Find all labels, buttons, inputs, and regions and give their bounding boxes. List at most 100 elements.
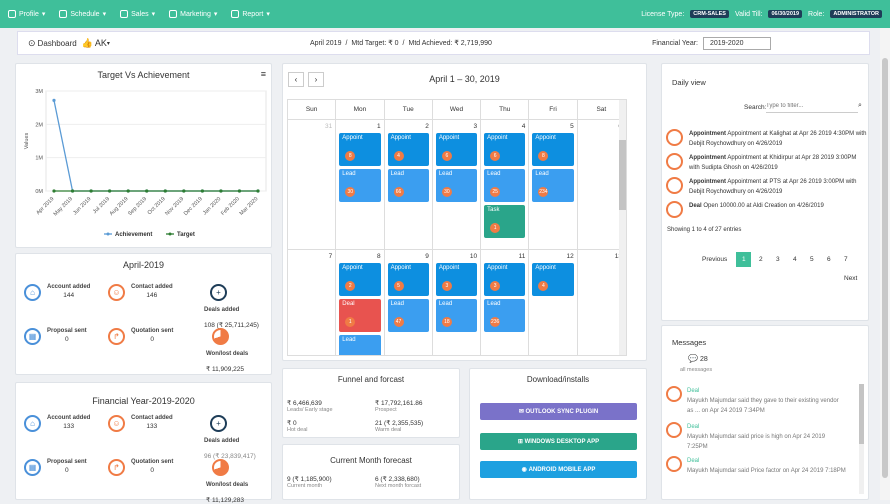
message-count: 28 bbox=[700, 356, 708, 363]
page-6[interactable]: 6 bbox=[826, 256, 831, 263]
nav-schedule[interactable]: Schedule ▾ bbox=[59, 10, 106, 18]
event-task[interactable]: Task 1 bbox=[484, 205, 526, 238]
message-item[interactable]: Deal Mayukh Majumdar said Price factor on… bbox=[666, 456, 846, 476]
daily-entry[interactable]: Appointment Appointment at PTS at Apr 26… bbox=[666, 177, 868, 197]
event-appoint[interactable]: Appoint 8 bbox=[339, 133, 381, 166]
day-cell[interactable]: 8 Appoint 2 Deal 1 Lead bbox=[336, 250, 385, 355]
nav-profile[interactable]: Profile ▾ bbox=[8, 10, 45, 18]
deals-icon: + bbox=[210, 284, 227, 301]
cal-next-button[interactable]: › bbox=[308, 72, 324, 87]
event-appoint[interactable]: Appoint 4 bbox=[387, 133, 429, 166]
event-lead[interactable]: Lead 236 bbox=[484, 299, 526, 332]
messages-scrollbar[interactable] bbox=[859, 384, 864, 494]
day-cell[interactable]: 9 Appoint 5 Lead 47 bbox=[385, 250, 433, 355]
day-cell[interactable]: 12 Appoint 4 bbox=[529, 250, 578, 355]
event-appoint[interactable]: Appoint 2 bbox=[339, 263, 381, 296]
report-icon bbox=[231, 10, 240, 18]
day-cell[interactable]: 3 Appoint 6 Lead 30 bbox=[433, 120, 482, 249]
event-appoint[interactable]: Appoint 5 bbox=[387, 263, 429, 296]
event-appoint[interactable]: Appoint 6 bbox=[484, 133, 526, 166]
thumbs-up-icon bbox=[666, 386, 682, 402]
daily-entry[interactable]: Appointment Appointment at Kalighat at A… bbox=[666, 129, 868, 149]
april-quotation: ↱ Quotation sent 0 bbox=[108, 328, 173, 345]
next-button[interactable]: Next bbox=[844, 275, 858, 282]
nav-sales[interactable]: Sales ▾ bbox=[120, 10, 155, 18]
event-appoint[interactable]: Appoint 3 bbox=[435, 263, 478, 296]
prev-button[interactable]: Previous bbox=[702, 256, 728, 263]
day-cell[interactable]: 11 Appoint 3 Lead 236 bbox=[481, 250, 530, 355]
nav-marketing[interactable]: Marketing ▾ bbox=[169, 10, 217, 18]
april-title: April-2019 bbox=[122, 260, 165, 270]
outlook-sync-button[interactable]: ✉ OUTLOOK SYNC PLUGIN bbox=[480, 403, 637, 420]
page-4[interactable]: 4 bbox=[792, 256, 797, 263]
daily-entry[interactable]: Deal Open 10000.00 at Aldi Creation on 4… bbox=[666, 201, 824, 218]
page-2[interactable]: 2 bbox=[758, 256, 763, 263]
day-cell[interactable]: 5 Appoint 8 Lead 234 bbox=[529, 120, 578, 249]
page-5[interactable]: 5 bbox=[809, 256, 814, 263]
event-lead[interactable]: Lead 47 bbox=[387, 299, 429, 332]
april-account: ⌂ Account added 144 bbox=[24, 284, 90, 301]
fy-quotation: ↱ Quotation sent 0 bbox=[108, 459, 173, 476]
page-1[interactable]: 1 bbox=[736, 252, 752, 267]
alarm-icon bbox=[666, 129, 683, 146]
x-tick-label: Jan 2020 bbox=[202, 196, 222, 216]
alarm-icon bbox=[666, 177, 683, 194]
day-cell[interactable]: 1 Appoint 8 Lead 30 bbox=[336, 120, 385, 249]
page-scrollbar[interactable] bbox=[880, 28, 890, 500]
profile-icon bbox=[8, 10, 16, 18]
messages-card: Messages 💬 28 all messages Deal Mayukh Ma… bbox=[661, 325, 869, 500]
windows-app-button[interactable]: ⊞ WINDOWS DESKTOP APP bbox=[480, 433, 637, 450]
day-cell[interactable]: 10 Appoint 3 Lead 18 bbox=[433, 250, 482, 355]
day-cell[interactable]: 7 bbox=[288, 250, 337, 355]
data-point bbox=[163, 189, 167, 193]
event-lead[interactable]: Lead 30 bbox=[339, 169, 381, 202]
legend-marker bbox=[168, 232, 172, 236]
day-cell[interactable]: 4 Appoint 6 Lead 25 Task 1 bbox=[481, 120, 530, 249]
april-card: April-2019 ⌂ Account added 144 ☺ Contact ad… bbox=[15, 253, 272, 375]
all-messages-link[interactable]: all messages bbox=[680, 367, 713, 373]
pie-icon bbox=[212, 328, 229, 345]
fy-select[interactable]: 2019-2020 bbox=[703, 36, 771, 50]
message-item[interactable]: Deal Mayukh Majumdar said price is high o… bbox=[666, 422, 846, 452]
mtd-target: Mtd Target: ₹ 0 bbox=[351, 40, 399, 47]
event-lead[interactable]: Lead 18 bbox=[435, 299, 478, 332]
event-lead[interactable]: Lead bbox=[339, 335, 381, 355]
event-appoint[interactable]: Appoint 8 bbox=[532, 133, 574, 166]
event-lead[interactable]: Lead 66 bbox=[387, 169, 429, 202]
day-wed: Wed bbox=[433, 100, 482, 119]
message-item[interactable]: Deal Mayukh Majumdar said they gave to th… bbox=[666, 386, 846, 416]
contact-icon: ☺ bbox=[108, 415, 125, 432]
legend-label: Target bbox=[177, 232, 195, 238]
share-icon: ↱ bbox=[108, 328, 125, 345]
x-tick-label: Mar 2020 bbox=[239, 196, 260, 217]
alarm-icon bbox=[666, 153, 683, 170]
daily-entry[interactable]: Appointment Appointment at Khidirpur at … bbox=[666, 153, 868, 173]
contact-icon: ☺ bbox=[108, 284, 125, 301]
forecast-title: Current Month forecast bbox=[330, 456, 412, 465]
page-3[interactable]: 3 bbox=[775, 256, 780, 263]
calendar-scrollbar[interactable] bbox=[619, 100, 626, 355]
search-input[interactable] bbox=[766, 100, 858, 113]
downloads-card: Download/installs ✉ OUTLOOK SYNC PLUGIN … bbox=[469, 368, 647, 500]
nav-report[interactable]: Report ▾ bbox=[231, 10, 270, 18]
chat-icon: 💬 bbox=[688, 354, 698, 363]
event-appoint[interactable]: Appoint 6 bbox=[435, 133, 478, 166]
menu-icon[interactable]: ≡ bbox=[260, 69, 266, 79]
event-deal[interactable]: Deal 1 bbox=[339, 299, 381, 332]
user-dropdown[interactable]: AK bbox=[94, 38, 107, 48]
x-tick-label: May 2019 bbox=[53, 196, 74, 217]
funnel-warm: 21 (₹ 2,355,535) Warm deal bbox=[375, 420, 424, 433]
android-app-button[interactable]: ◉ ANDROID MOBILE APP bbox=[480, 461, 637, 478]
event-appoint[interactable]: Appoint 4 bbox=[532, 263, 574, 296]
event-appoint[interactable]: Appoint 3 bbox=[484, 263, 526, 296]
page-7[interactable]: 7 bbox=[843, 256, 848, 263]
event-lead[interactable]: Lead 30 bbox=[435, 169, 478, 202]
forecast-next: 6 (₹ 2,338,680) Next month forcast bbox=[375, 476, 422, 489]
april-proposal: ▦ Proposal sent 0 bbox=[24, 328, 87, 345]
mtd-achieved: Mtd Achieved: ₹ 2,719,990 bbox=[408, 40, 492, 47]
event-lead[interactable]: Lead 234 bbox=[532, 169, 574, 202]
day-cell[interactable]: 31 bbox=[288, 120, 337, 249]
cal-prev-button[interactable]: ‹ bbox=[288, 72, 304, 87]
event-lead[interactable]: Lead 25 bbox=[484, 169, 526, 202]
day-cell[interactable]: 2 Appoint 4 Lead 66 bbox=[385, 120, 433, 249]
